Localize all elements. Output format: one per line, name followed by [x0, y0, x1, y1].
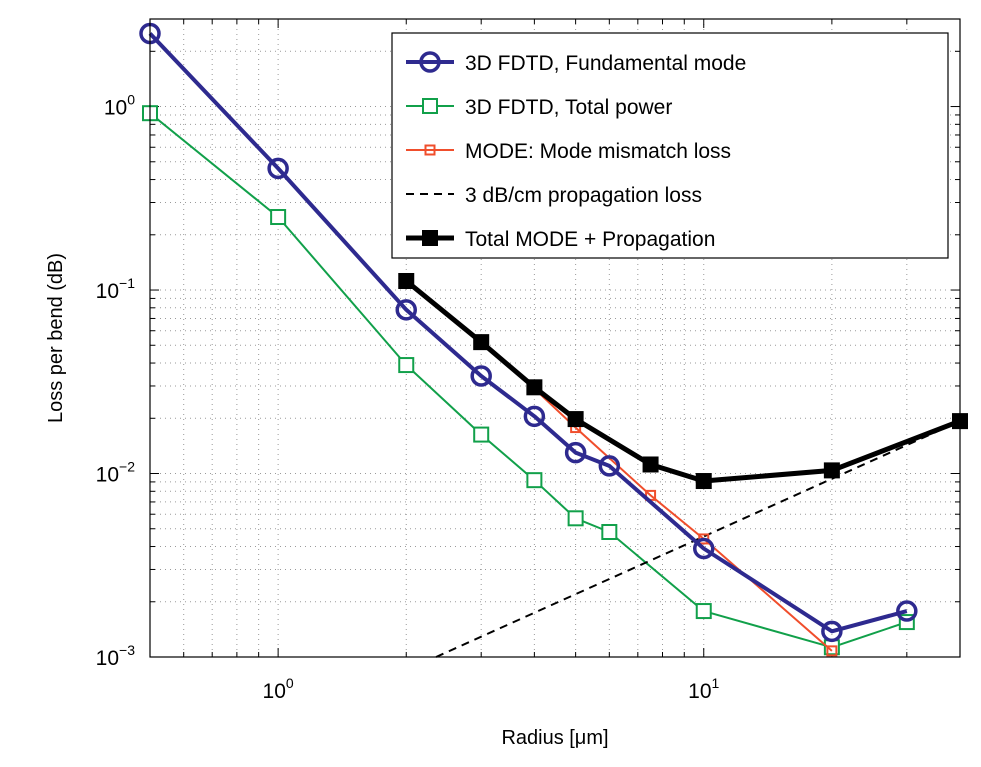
- data-point: [526, 472, 543, 489]
- data-point: [424, 144, 436, 156]
- data-point: [526, 379, 543, 396]
- series-1: [142, 105, 915, 656]
- data-point: [564, 441, 587, 464]
- data-point: [692, 537, 715, 560]
- data-point: [695, 603, 712, 620]
- series-line: [149, 112, 908, 649]
- data-point: [473, 334, 490, 351]
- legend-box: [391, 32, 949, 259]
- x-tick-label: 101: [688, 675, 719, 703]
- data-point: [398, 272, 415, 289]
- data-point: [473, 426, 490, 443]
- x-tick-label: 100: [263, 675, 294, 703]
- legend-item: Total MODE + Propagation: [406, 228, 715, 251]
- tick-labels: 100 101 100 10−1 10−2 10−3: [96, 92, 720, 703]
- series-line: [435, 420, 961, 658]
- data-point: [419, 51, 441, 73]
- y-axis-label: Loss per bend (dB): [45, 253, 67, 423]
- data-point: [695, 473, 712, 490]
- legend-label: Total MODE + Propagation: [465, 228, 715, 251]
- data-point: [821, 620, 843, 643]
- data-point: [422, 98, 438, 114]
- series-3: [435, 420, 961, 658]
- series-line: [404, 279, 961, 484]
- plot-frame: [149, 18, 961, 658]
- legend-label: 3D FDTD, Total power: [465, 96, 672, 119]
- data-point: [567, 411, 584, 428]
- data-point: [422, 230, 438, 246]
- y-tick-label: 10−1: [96, 275, 136, 303]
- series-line: [148, 32, 908, 634]
- legend-item: 3D FDTD, Total power: [406, 96, 672, 119]
- data-point: [470, 365, 492, 387]
- data-point: [826, 645, 838, 657]
- legend-item: 3D FDTD, Fundamental mode: [406, 51, 746, 75]
- data-point: [567, 510, 584, 527]
- axis-ticks: [150, 19, 960, 657]
- y-tick-label: 100: [104, 92, 135, 120]
- data-point: [601, 524, 618, 541]
- data-point: [270, 209, 287, 226]
- data-point: [896, 600, 918, 622]
- y-tick-label: 10−2: [96, 459, 136, 487]
- data-point: [267, 157, 289, 180]
- legend: 3D FDTD, Fundamental mode 3D FDTD, Total …: [391, 32, 949, 259]
- legend-item: 3 dB/cm propagation loss: [406, 184, 702, 207]
- data-point: [642, 456, 659, 473]
- data-point: [823, 462, 840, 479]
- legend-item: MODE: Mode mismatch loss: [406, 140, 731, 163]
- y-tick-label: 10−3: [96, 642, 136, 670]
- legend-label: MODE: Mode mismatch loss: [465, 140, 731, 163]
- data-point: [598, 455, 621, 477]
- data-point: [398, 357, 415, 374]
- x-axis-label: Radius [μm]: [501, 727, 608, 749]
- legend-label: 3D FDTD, Fundamental mode: [465, 52, 746, 75]
- data-point: [523, 405, 546, 428]
- legend-label: 3 dB/cm propagation loss: [465, 184, 702, 207]
- data-point: [395, 299, 418, 321]
